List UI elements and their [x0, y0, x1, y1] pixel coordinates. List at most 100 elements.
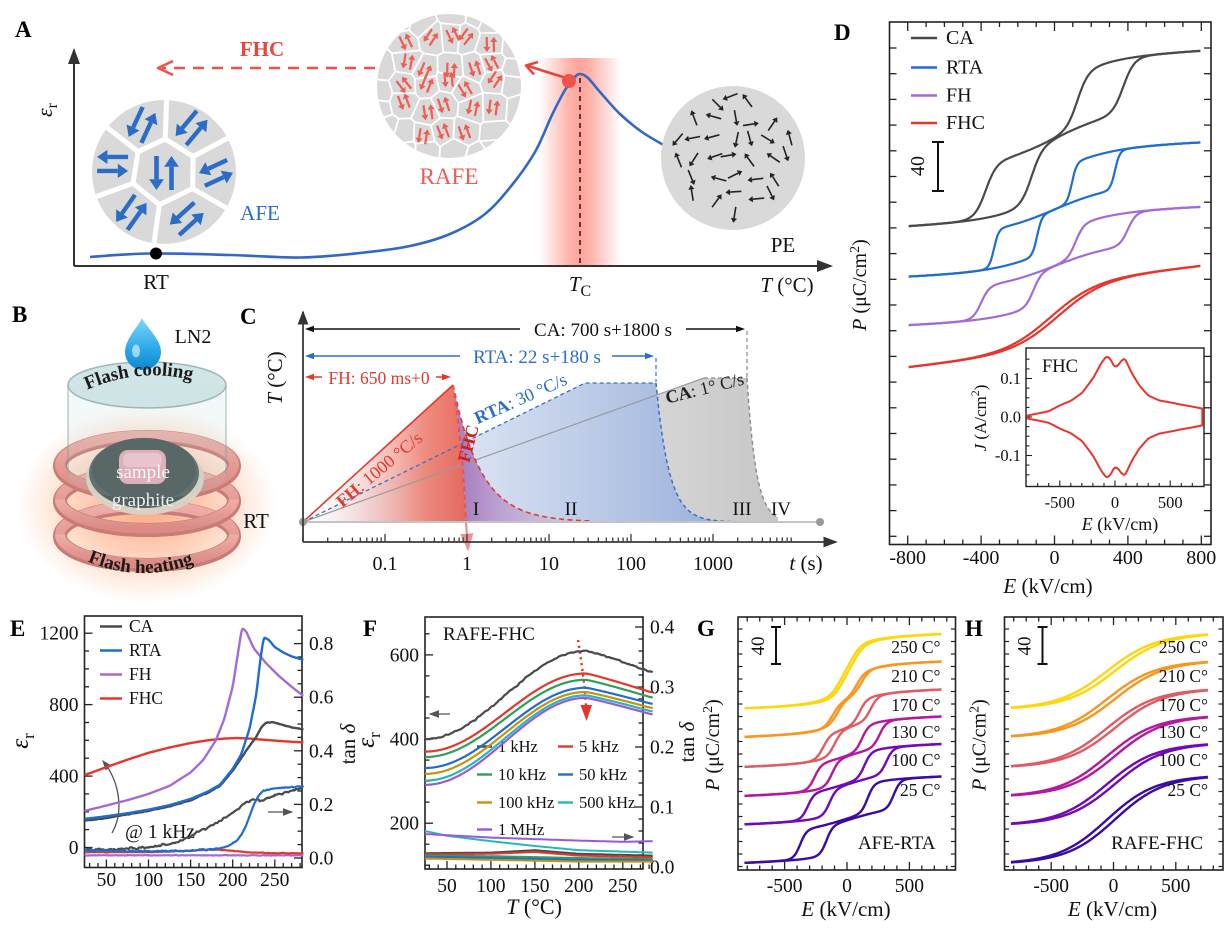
svg-text:RTA: RTA — [946, 57, 984, 79]
svg-text:150: 150 — [520, 876, 549, 897]
svg-text:250: 250 — [608, 876, 637, 897]
svg-text:B: B — [12, 302, 27, 327]
svg-text:40: 40 — [1015, 637, 1036, 656]
svg-text:0.0: 0.0 — [1000, 408, 1021, 427]
svg-text:t (s): t (s) — [789, 551, 822, 575]
svg-text:RAFE-FHC: RAFE-FHC — [443, 624, 535, 645]
svg-text:-500: -500 — [767, 876, 803, 897]
svg-text:500 kHz: 500 kHz — [579, 793, 635, 812]
svg-text:0.6: 0.6 — [309, 688, 334, 709]
svg-text:-400: -400 — [963, 547, 1000, 569]
svg-text:800: 800 — [1186, 547, 1216, 569]
svg-text:E (kV/cm): E (kV/cm) — [1081, 514, 1158, 535]
svg-text:100 C°: 100 C° — [891, 750, 940, 770]
svg-text:A: A — [15, 17, 32, 42]
svg-text:40: 40 — [907, 156, 929, 176]
svg-text:E: E — [10, 616, 25, 641]
svg-text:50: 50 — [97, 870, 117, 891]
svg-text:PE: PE — [771, 233, 796, 257]
svg-text:FH: FH — [129, 664, 152, 684]
svg-text:0: 0 — [842, 876, 852, 897]
svg-text:FHC: FHC — [240, 37, 284, 61]
svg-text:RTA: RTA — [129, 640, 162, 660]
svg-text:250 C°: 250 C° — [1159, 637, 1208, 657]
svg-text:T (°C): T (°C) — [760, 273, 813, 297]
svg-text:0.0: 0.0 — [650, 858, 674, 879]
svg-text:1 kHz: 1 kHz — [498, 737, 538, 756]
svg-text:0.1: 0.1 — [650, 798, 674, 819]
svg-text:0.3: 0.3 — [650, 678, 674, 699]
svg-text:500: 500 — [895, 876, 924, 897]
svg-text:E (kV/cm): E (kV/cm) — [1002, 574, 1092, 598]
svg-text:210 C°: 210 C° — [1159, 666, 1208, 686]
svg-text:1 MHz: 1 MHz — [498, 820, 544, 839]
svg-text:-0.1: -0.1 — [995, 446, 1021, 465]
svg-text:T (°C): T (°C) — [506, 894, 562, 919]
svg-text:RT: RT — [243, 509, 269, 533]
svg-text:500: 500 — [1161, 876, 1190, 897]
svg-text:170 C°: 170 C° — [1159, 695, 1208, 715]
svg-text:500: 500 — [1158, 493, 1183, 512]
svg-text:sample: sample — [116, 462, 170, 483]
svg-text:T (°C): T (°C) — [263, 351, 287, 404]
svg-text:210 C°: 210 C° — [891, 666, 940, 686]
svg-text:1: 1 — [462, 553, 472, 575]
svg-text:100: 100 — [616, 553, 646, 575]
svg-text:50 kHz: 50 kHz — [579, 765, 627, 784]
svg-text:εr: εr — [353, 732, 384, 748]
svg-text:400: 400 — [49, 767, 78, 788]
svg-text:400: 400 — [1113, 547, 1143, 569]
svg-text:150: 150 — [176, 870, 205, 891]
svg-text:P (μC/cm2): P (μC/cm2) — [848, 239, 871, 332]
svg-text:εr: εr — [32, 102, 61, 117]
svg-text:FH: FH — [946, 85, 972, 107]
svg-text:130 C°: 130 C° — [891, 722, 940, 742]
svg-text:I: I — [473, 499, 479, 520]
svg-text:250: 250 — [260, 870, 289, 891]
svg-text:graphite: graphite — [112, 490, 174, 511]
svg-text:0.4: 0.4 — [650, 618, 675, 639]
svg-text:RT: RT — [143, 270, 169, 294]
svg-text:200: 200 — [218, 870, 247, 891]
svg-text:1000: 1000 — [693, 553, 733, 575]
svg-text:CA: CA — [129, 616, 154, 636]
svg-text:0.4: 0.4 — [309, 741, 334, 762]
svg-text:0: 0 — [1109, 876, 1119, 897]
svg-text:AFE: AFE — [240, 201, 280, 225]
svg-text:0.0: 0.0 — [309, 849, 333, 870]
svg-text:0: 0 — [69, 838, 79, 859]
svg-text:10: 10 — [539, 553, 559, 575]
svg-text:0.1: 0.1 — [1000, 369, 1021, 388]
svg-text:tan δ: tan δ — [336, 722, 360, 764]
svg-text:II: II — [565, 499, 578, 520]
svg-text:100: 100 — [476, 876, 505, 897]
svg-text:0.1: 0.1 — [373, 553, 398, 575]
svg-text:0.2: 0.2 — [309, 795, 333, 816]
svg-text:AFE-RTA: AFE-RTA — [858, 833, 936, 854]
svg-text:RAFE: RAFE — [420, 164, 479, 189]
svg-text:800: 800 — [49, 695, 78, 716]
svg-text:IV: IV — [771, 499, 791, 520]
svg-text:FHC: FHC — [129, 688, 163, 708]
svg-text:III: III — [733, 499, 752, 520]
svg-text:100 C°: 100 C° — [1159, 750, 1208, 770]
svg-text:D: D — [834, 20, 851, 45]
svg-text:FH: 650 ms+0: FH: 650 ms+0 — [328, 368, 430, 388]
svg-text:LN2: LN2 — [175, 326, 212, 348]
svg-text:C: C — [240, 304, 257, 329]
svg-text:@ 1 kHz: @ 1 kHz — [125, 822, 195, 843]
svg-text:CA: 700 s+1800 s: CA: 700 s+1800 s — [534, 320, 672, 341]
svg-text:RTA: 22 s+180 s: RTA: 22 s+180 s — [473, 347, 601, 368]
svg-text:εr: εr — [7, 733, 38, 749]
svg-text:170 C°: 170 C° — [891, 695, 940, 715]
svg-text:400: 400 — [390, 730, 419, 751]
svg-text:TC: TC — [569, 272, 591, 300]
svg-text:50: 50 — [437, 876, 457, 897]
svg-text:CA: CA — [946, 27, 974, 49]
svg-text:G: G — [697, 616, 715, 641]
svg-text:0: 0 — [1111, 493, 1119, 512]
svg-text:E (kV/cm): E (kV/cm) — [800, 897, 890, 921]
svg-text:0: 0 — [1050, 547, 1060, 569]
svg-text:600: 600 — [390, 645, 419, 666]
svg-text:E (kV/cm): E (kV/cm) — [1067, 897, 1157, 921]
